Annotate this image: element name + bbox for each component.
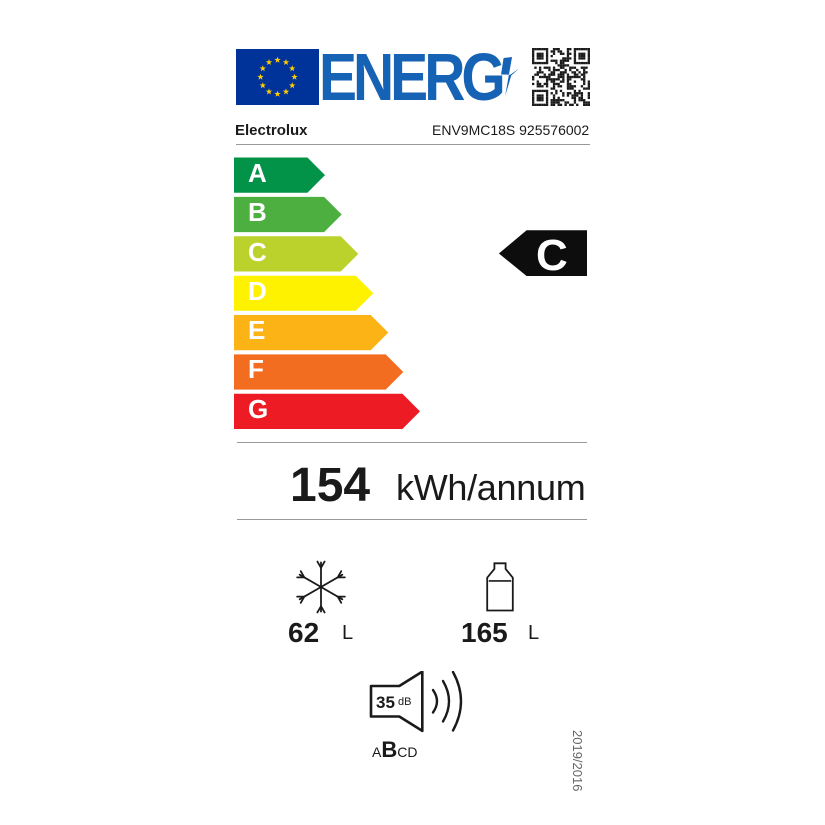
svg-text:35: 35 <box>376 693 395 712</box>
svg-text:C: C <box>536 231 568 280</box>
svg-text:dB: dB <box>398 696 411 708</box>
svg-text:A: A <box>248 158 267 188</box>
svg-text:D: D <box>248 276 267 306</box>
svg-text:C: C <box>248 237 267 267</box>
svg-text:E: E <box>248 315 265 345</box>
svg-text:G: G <box>248 394 268 424</box>
svg-text:B: B <box>248 197 267 227</box>
svg-text:F: F <box>248 354 264 384</box>
